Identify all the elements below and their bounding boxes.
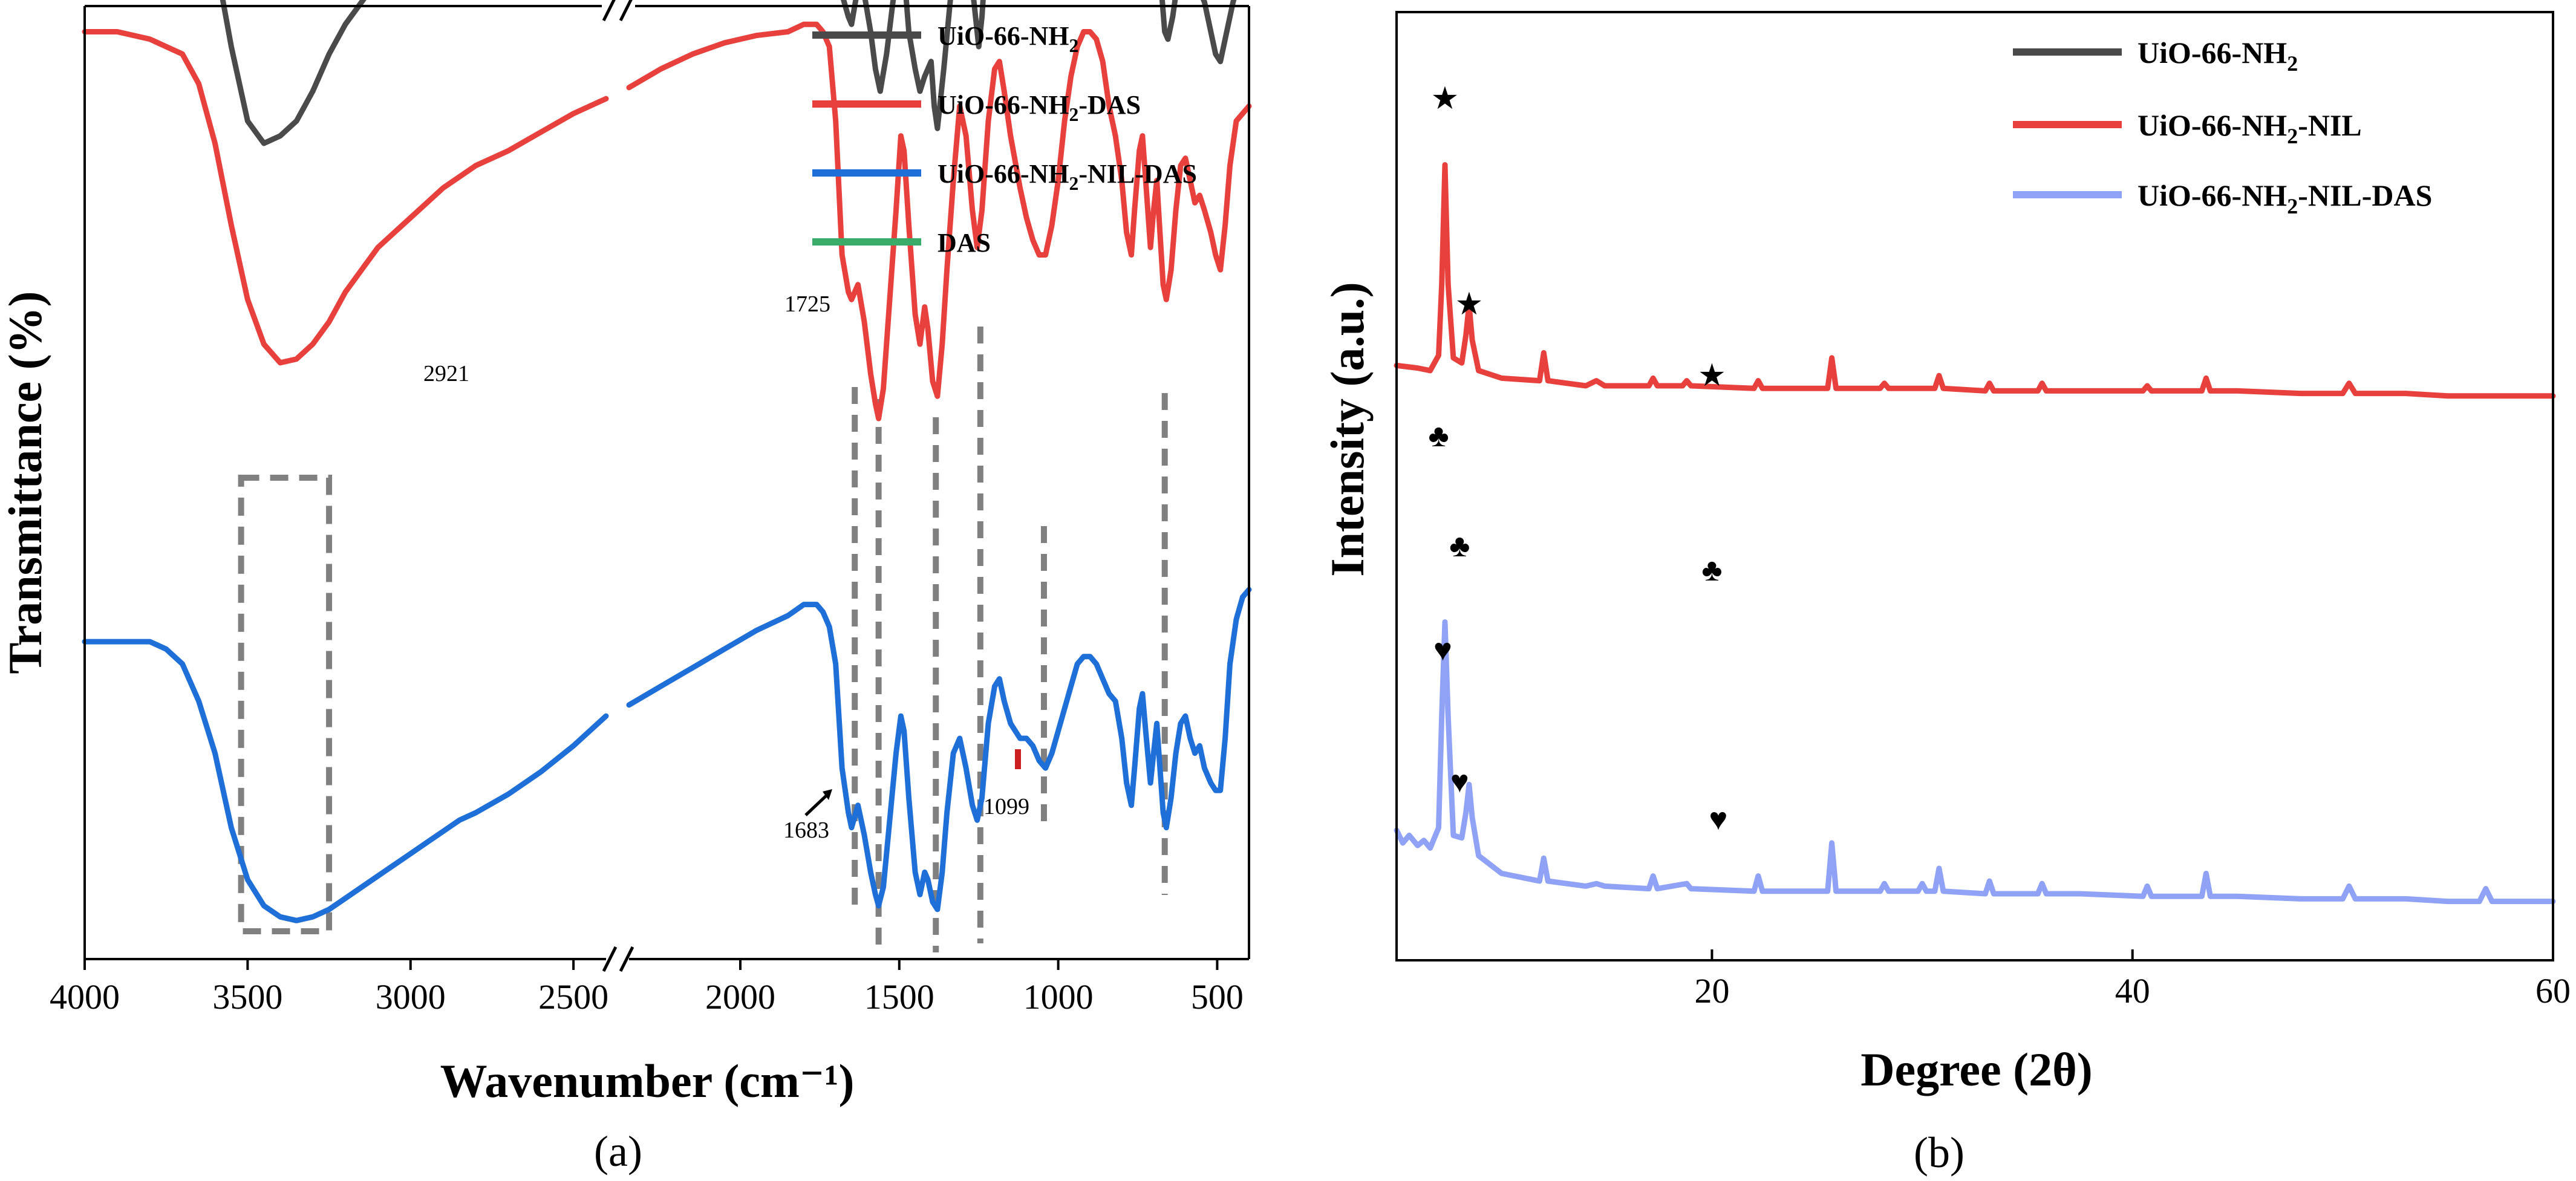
ftir-axis-break-top — [602, 0, 633, 22]
xrd-tick-label-40: 40 — [2115, 971, 2150, 1010]
ftir-tick-label-2000: 2000 — [705, 977, 775, 1017]
xrd-peak-markers: ★ ★ ★ ♣ ♣ ♣ ♥ ♥ ♥ — [1428, 82, 1727, 837]
legend-label-nil-das: UiO-66-NH2-NIL-DAS — [937, 159, 1197, 194]
annotation-1683: 1683 — [783, 818, 829, 843]
ftir-tick-label-3500: 3500 — [212, 977, 282, 1017]
legend-label-nil-xrd: UiO-66-NH2-NIL — [2137, 108, 2362, 148]
xrd-series-uio-66-nh2-nil-das — [1394, 619, 2556, 905]
xrd-tick-label-20: 20 — [1694, 971, 1729, 1010]
xrd-marker-uio-66-nh2-nil-4: ♣ — [1449, 529, 1470, 564]
ftir-panel-label: (a) — [594, 1127, 642, 1176]
ftir-tick-label-4000: 4000 — [50, 977, 120, 1017]
ftir-panel: 4000 3500 3000 2500 2000 1500 1000 500 Wavenumb… — [0, 0, 1252, 1176]
annotation-1683-arrow — [804, 789, 832, 816]
annotation-2921: 2921 — [423, 361, 469, 386]
xrd-marker-uio-66-nh2-nil-3: ♣ — [1428, 419, 1449, 454]
xrd-marker-uio-66-nh2-nil-das-7: ♥ — [1450, 765, 1469, 799]
legend-label-uio66nh2-xrd: UiO-66-NH2 — [2137, 36, 2298, 76]
xrd-marker-uio-66-nh2-0: ★ — [1431, 82, 1459, 116]
xrd-marker-uio-66-nh2-nil-5: ♣ — [1701, 553, 1722, 588]
ftir-dashed-band-markers — [852, 327, 1168, 955]
xrd-y-axis-title: Intensity (a.u.) — [1321, 282, 1374, 577]
xrd-x-ticks: 20 40 60 — [1694, 949, 2571, 1010]
xrd-panel-label: (b) — [1914, 1128, 1965, 1177]
ftir-series-uio-66-nh2-nil-das — [82, 587, 1252, 923]
ftir-series-uio-66-nh2-das — [82, 21, 1252, 421]
ftir-x-ticks: 4000 3500 3000 2500 2000 1500 1000 500 — [50, 959, 1244, 1017]
ftir-series-group — [82, 0, 1252, 923]
xrd-panel: 20 40 60 ★ ★ ★ ♣ ♣ ♣ ♥ ♥ ♥ Degree (2θ) Intensity (… — [1321, 11, 2571, 1177]
ftir-tick-label-1500: 1500 — [864, 977, 934, 1017]
ftir-dashed-box — [238, 475, 333, 934]
xrd-tick-label-60: 60 — [2535, 971, 2571, 1010]
legend-label-das: DAS — [937, 228, 991, 258]
legend-label-uio66nh2: UiO-66-NH2 — [937, 21, 1078, 56]
xrd-series-uio-66-nh2-nil — [1394, 162, 2556, 399]
ftir-tick-label-1000: 1000 — [1023, 977, 1094, 1017]
ftir-tick-label-2500: 2500 — [538, 977, 608, 1017]
xrd-frame — [1395, 11, 2554, 961]
ftir-tick-label-3000: 3000 — [376, 977, 446, 1017]
marker-1099 — [1015, 749, 1021, 769]
xrd-series-group — [1394, 162, 2556, 905]
xrd-marker-uio-66-nh2-nil-das-6: ♥ — [1433, 633, 1452, 668]
legend-label-uio66nh2-das: UiO-66-NH2-DAS — [937, 90, 1141, 125]
annotation-1099: 1099 — [983, 794, 1029, 819]
xrd-marker-uio-66-nh2-2: ★ — [1698, 359, 1726, 393]
ftir-y-axis-title: Transmittance (%) — [0, 291, 51, 674]
xrd-marker-uio-66-nh2-1: ★ — [1455, 287, 1484, 322]
ftir-series-uio-66-nh2 — [220, 0, 1237, 146]
ftir-axis-break-bottom — [602, 946, 634, 972]
xrd-marker-uio-66-nh2-nil-das-8: ♥ — [1709, 802, 1727, 837]
ftir-legend: UiO-66-NH2 UiO-66-NH2-DAS UiO-66-NH2-NIL… — [812, 21, 1197, 258]
ftir-tick-label-500: 500 — [1191, 977, 1244, 1017]
xrd-legend: UiO-66-NH2 UiO-66-NH2-NIL UiO-66-NH2-NIL… — [2013, 36, 2432, 218]
annotation-1725: 1725 — [784, 291, 830, 317]
ftir-x-axis-title: Wavenumber (cm⁻¹) — [440, 1055, 855, 1107]
legend-label-nil-das-xrd: UiO-66-NH2-NIL-DAS — [2137, 178, 2432, 218]
xrd-x-axis-title: Degree (2θ) — [1860, 1043, 2093, 1096]
